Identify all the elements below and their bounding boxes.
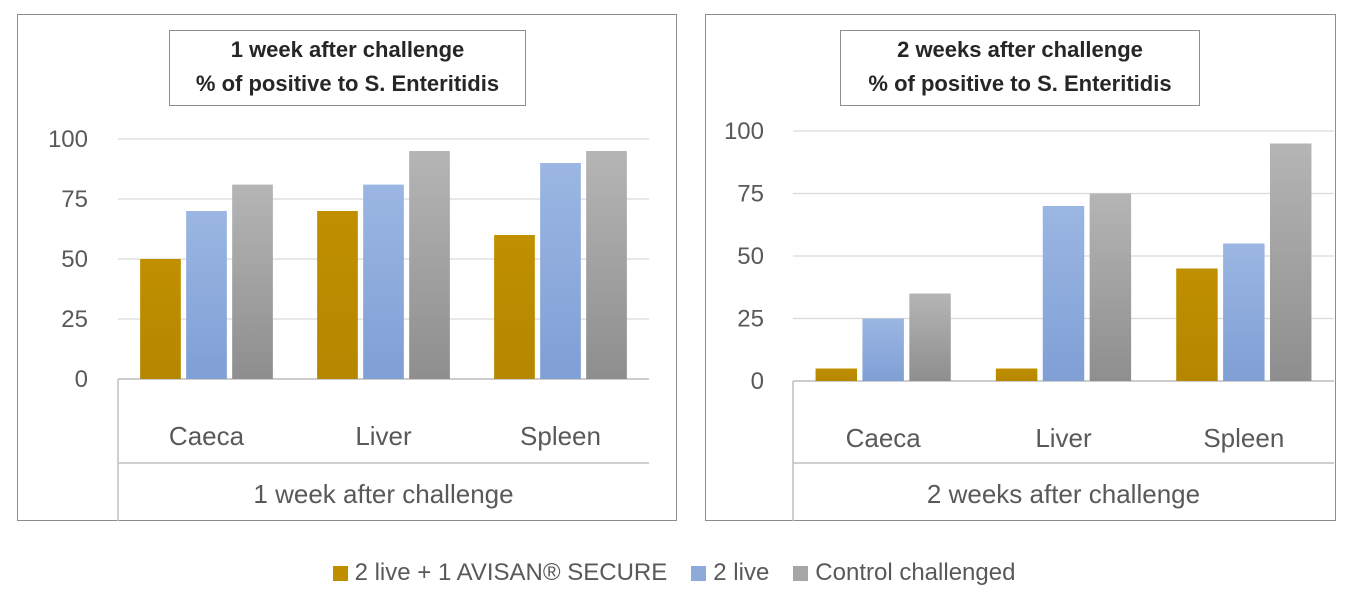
chart-title-line-2: % of positive to S. Enteritidis <box>868 71 1172 96</box>
y-tick-label: 75 <box>737 181 764 208</box>
chart-panel-1-week: 0 25 50 75 100 Caeca Liver Spleen 1 week after c… <box>17 14 677 521</box>
y-tick-label: 0 <box>75 366 88 393</box>
y-tick-label: 25 <box>61 306 88 333</box>
bar-caeca-series-1 <box>815 368 858 381</box>
chart-title-line-2: % of positive to S. Enteritidis <box>195 71 500 96</box>
legend-item-avisan: 2 live + 1 AVISAN® SECURE <box>332 559 668 587</box>
bar-spleen-series-1 <box>494 235 535 379</box>
chart-legend: 2 live + 1 AVISAN® SECURE 2 live Control… <box>0 553 1348 593</box>
bar-spleen-series-3 <box>586 151 627 379</box>
bar-caeca-series-3 <box>232 184 273 379</box>
legend-swatch <box>691 565 707 581</box>
y-tick-label: 100 <box>724 118 764 145</box>
bar-caeca-series-2 <box>186 211 227 379</box>
chart-panel-2-weeks: 0 25 50 75 100 Caeca Liver Spleen 2 weeks after … <box>705 14 1336 521</box>
legend-label: 2 live + 1 AVISAN® SECURE <box>354 559 668 586</box>
y-tick-label: 0 <box>751 368 764 395</box>
x-category-label: Liver <box>355 421 412 451</box>
bar-spleen-series-2 <box>540 163 581 379</box>
bar-spleen-series-1 <box>1176 268 1218 381</box>
y-tick-label: 25 <box>737 306 764 333</box>
chart-title: 2 weeks after challenge % of positive to… <box>840 30 1200 106</box>
legend-swatch <box>332 565 348 581</box>
y-tick-label: 50 <box>737 243 764 270</box>
bar-caeca-series-2 <box>862 318 904 381</box>
bar-liver-series-3 <box>1089 193 1132 381</box>
x-category-label: Caeca <box>169 421 245 451</box>
chart-title: 1 week after challenge % of positive to … <box>169 30 526 106</box>
bar-liver-series-1 <box>995 368 1038 381</box>
y-tick-label: 50 <box>61 246 88 273</box>
bar-caeca-series-1 <box>140 259 181 379</box>
bar-spleen-series-3 <box>1269 143 1312 381</box>
y-tick-label: 100 <box>48 126 88 153</box>
bar-caeca-series-3 <box>909 293 951 381</box>
legend-swatch <box>793 565 809 581</box>
legend-label: 2 live <box>713 559 770 586</box>
bar-liver-series-3 <box>409 151 450 379</box>
x-category-label: Spleen <box>1203 423 1284 453</box>
bar-spleen-series-2 <box>1223 243 1265 381</box>
legend-item-2-live: 2 live <box>691 559 769 587</box>
bar-liver-series-2 <box>1042 206 1085 381</box>
x-group-label: 1 week after challenge <box>253 479 513 509</box>
bar-liver-series-1 <box>317 211 358 379</box>
chart-title-line-1: 1 week after challenge <box>230 37 465 62</box>
x-category-label: Spleen <box>520 421 601 451</box>
legend-item-control: Control challenged <box>793 559 1015 587</box>
bar-liver-series-2 <box>363 184 404 379</box>
y-tick-label: 75 <box>61 186 88 213</box>
legend-label: Control challenged <box>815 559 1016 586</box>
x-group-label: 2 weeks after challenge <box>927 479 1200 509</box>
chart-title-line-1: 2 weeks after challenge <box>897 37 1143 62</box>
x-category-label: Liver <box>1035 423 1092 453</box>
x-category-label: Caeca <box>846 423 922 453</box>
